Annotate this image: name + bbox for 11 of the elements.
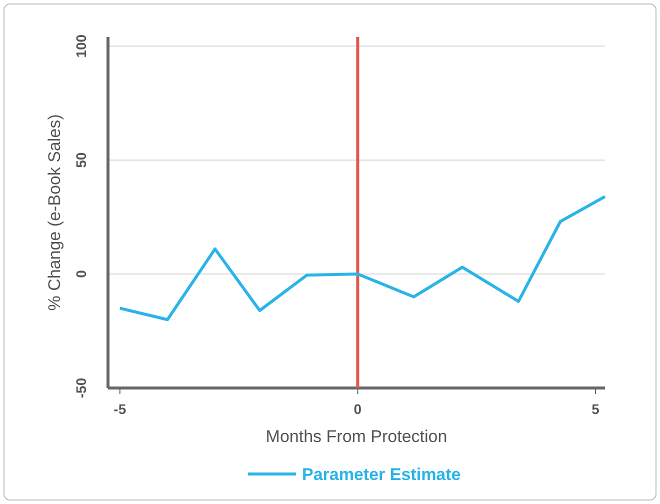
x-tick-label: -5	[114, 400, 126, 417]
x-tick-label: 0	[354, 400, 362, 417]
legend-label: Parameter Estimate	[302, 465, 461, 484]
y-tick-label: 0	[73, 270, 89, 278]
y-tick-label: 100	[73, 34, 89, 58]
y-axis-title: % Change (e-Book Sales)	[45, 114, 64, 311]
y-tick-label: -50	[73, 378, 89, 398]
y-tick-label: 50	[73, 152, 89, 168]
line-series	[118, 195, 606, 322]
x-axis-title: Months From Protection	[266, 427, 448, 446]
x-tick-label: 5	[592, 400, 600, 417]
